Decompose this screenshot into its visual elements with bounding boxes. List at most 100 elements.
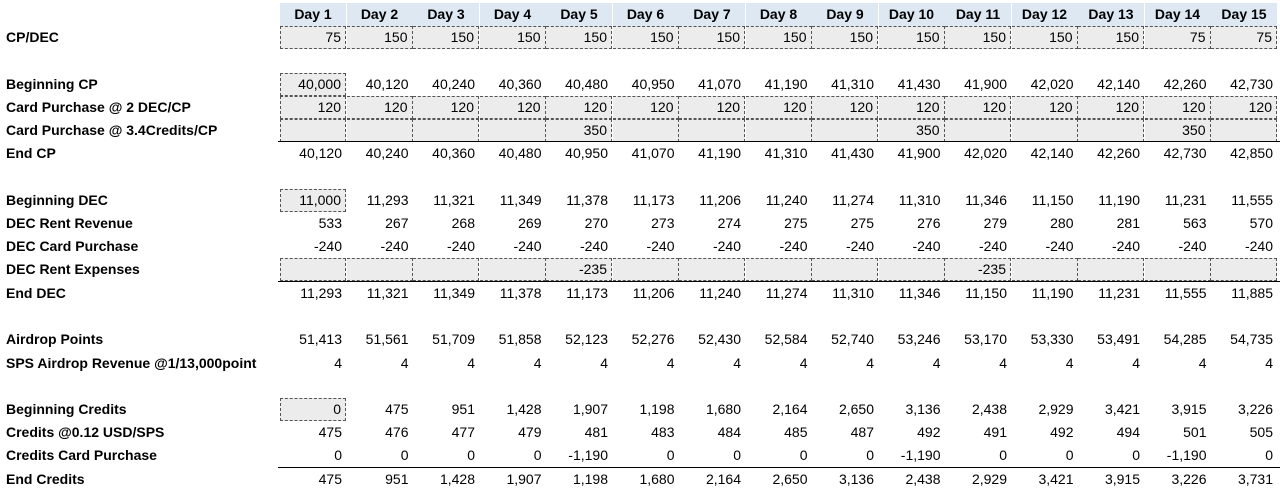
table-cell[interactable]: 11,274 [765, 285, 808, 301]
table-cell[interactable]: 268 [451, 215, 475, 231]
table-cell[interactable]: 2,929 [1038, 401, 1074, 417]
table-cell[interactable]: -240 [1111, 238, 1140, 254]
table-cell[interactable]: -240 [446, 238, 475, 254]
table-cell[interactable]: 41,430 [831, 145, 874, 161]
table-cell[interactable] [745, 119, 812, 142]
table-cell[interactable] [346, 258, 413, 281]
table-cell[interactable]: 120 [1011, 96, 1078, 119]
table-cell[interactable]: 11,240 [699, 285, 741, 301]
table-cell[interactable] [945, 119, 1011, 142]
table-cell[interactable]: -240 [779, 238, 808, 254]
table-cell[interactable] [612, 119, 679, 142]
table-cell[interactable]: 350 [878, 119, 945, 142]
table-cell[interactable]: 11,310 [898, 192, 941, 208]
table-cell[interactable]: 563 [1183, 215, 1207, 231]
table-cell[interactable]: -240 [313, 238, 342, 254]
table-cell[interactable]: 11,378 [499, 285, 542, 301]
table-cell[interactable]: 150 [546, 26, 612, 49]
table-cell[interactable]: 2,164 [772, 401, 808, 417]
table-cell[interactable]: 11,293 [300, 285, 342, 301]
table-cell[interactable]: 3,731 [1237, 471, 1273, 487]
table-cell[interactable]: 280 [1050, 215, 1074, 231]
table-cell[interactable]: 0 [1132, 447, 1140, 463]
column-header-day-10[interactable]: Day 10 [878, 3, 945, 26]
table-cell[interactable]: 0 [1265, 447, 1273, 463]
column-header-day-4[interactable]: Day 4 [479, 3, 546, 26]
table-cell[interactable] [679, 119, 745, 142]
table-cell[interactable]: -235 [546, 258, 612, 281]
table-cell[interactable]: 11,150 [965, 285, 1007, 301]
table-cell[interactable]: 1,680 [705, 401, 741, 417]
table-cell[interactable]: 40,240 [365, 145, 409, 161]
table-cell[interactable] [479, 119, 546, 142]
table-cell[interactable]: 501 [1183, 424, 1207, 440]
table-cell[interactable]: -240 [1045, 238, 1074, 254]
table-cell[interactable]: 0 [666, 447, 675, 463]
table-cell[interactable] [1078, 258, 1144, 281]
table-cell[interactable]: 276 [917, 215, 941, 231]
table-cell[interactable]: 150 [812, 26, 878, 49]
table-cell[interactable]: 274 [717, 215, 741, 231]
table-cell[interactable]: 11,231 [1098, 285, 1140, 301]
table-cell[interactable]: 3,421 [1038, 471, 1074, 487]
table-cell[interactable] [280, 258, 346, 281]
table-cell[interactable]: 75 [280, 26, 346, 49]
table-cell[interactable]: 11,206 [699, 192, 741, 208]
table-cell[interactable]: 40,360 [498, 76, 542, 92]
table-cell[interactable]: 52,123 [565, 331, 608, 347]
table-cell[interactable]: -1,190 [1166, 447, 1207, 463]
table-cell[interactable]: 51,561 [365, 331, 409, 347]
column-header-day-14[interactable]: Day 14 [1144, 3, 1211, 26]
table-cell[interactable]: 150 [479, 26, 546, 49]
table-cell[interactable]: 41,070 [631, 145, 675, 161]
table-cell[interactable]: 2,929 [971, 471, 1007, 487]
table-cell[interactable]: 492 [1050, 424, 1074, 440]
table-cell[interactable]: 3,136 [838, 471, 874, 487]
table-cell[interactable]: 11,346 [898, 285, 941, 301]
table-cell[interactable]: 0 [733, 447, 741, 463]
table-cell[interactable]: 0 [866, 447, 874, 463]
column-header-day-12[interactable]: Day 12 [1011, 3, 1078, 26]
table-cell[interactable]: 40,480 [498, 145, 542, 161]
table-cell[interactable]: 41,430 [897, 76, 941, 92]
table-cell[interactable]: 0 [280, 398, 346, 421]
table-cell[interactable]: 494 [1116, 424, 1140, 440]
table-cell[interactable]: 150 [612, 26, 679, 49]
table-cell[interactable]: 4 [1198, 355, 1207, 371]
table-cell[interactable]: 120 [878, 96, 945, 119]
table-cell[interactable] [679, 258, 745, 281]
table-cell[interactable]: 150 [1078, 26, 1144, 49]
table-cell[interactable]: 484 [717, 424, 741, 440]
table-cell[interactable]: 53,491 [1097, 331, 1140, 347]
table-cell[interactable]: 40,120 [299, 145, 342, 161]
table-cell[interactable] [612, 258, 679, 281]
table-cell[interactable]: 4 [999, 355, 1007, 371]
table-cell[interactable] [280, 119, 346, 142]
table-cell[interactable]: 42,020 [1030, 76, 1074, 92]
table-cell[interactable]: 53,330 [1030, 331, 1074, 347]
table-cell[interactable]: 42,140 [1030, 145, 1074, 161]
table-cell[interactable]: 41,900 [964, 76, 1007, 92]
table-cell[interactable]: 120 [346, 96, 413, 119]
table-cell[interactable]: 11,173 [632, 192, 675, 208]
table-cell[interactable] [413, 258, 479, 281]
table-cell[interactable]: -240 [646, 238, 675, 254]
table-cell[interactable]: 350 [546, 119, 612, 142]
table-cell[interactable]: 150 [346, 26, 413, 49]
table-cell[interactable]: 11,321 [366, 285, 409, 301]
table-cell[interactable]: 2,650 [838, 401, 874, 417]
table-cell[interactable]: 11,150 [1031, 192, 1074, 208]
column-header-day-5[interactable]: Day 5 [546, 3, 612, 26]
table-cell[interactable]: 1,198 [572, 471, 608, 487]
table-cell[interactable]: 51,709 [432, 331, 475, 347]
table-cell[interactable]: 11,293 [366, 192, 409, 208]
column-header-day-2[interactable]: Day 2 [346, 3, 413, 26]
table-cell[interactable]: 41,900 [897, 145, 941, 161]
table-cell[interactable]: 11,206 [632, 285, 675, 301]
column-header-day-9[interactable]: Day 9 [812, 3, 878, 26]
table-cell[interactable]: 492 [917, 424, 941, 440]
table-cell[interactable]: 120 [546, 96, 612, 119]
table-cell[interactable]: 120 [479, 96, 546, 119]
table-cell[interactable]: 951 [385, 471, 409, 487]
table-cell[interactable]: 41,070 [698, 76, 741, 92]
